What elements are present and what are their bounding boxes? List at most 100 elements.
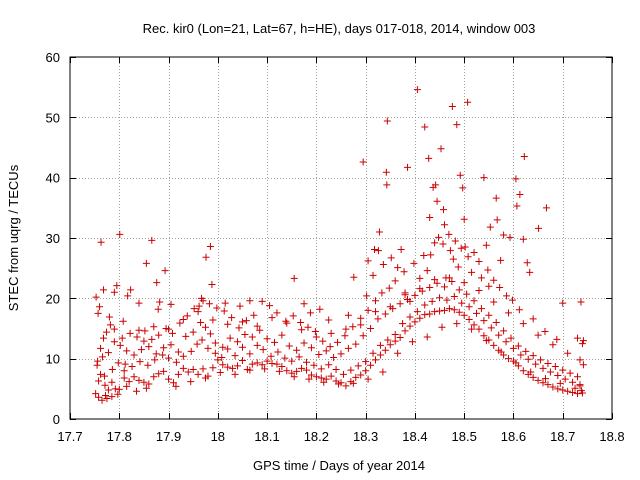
data-point (123, 382, 131, 390)
data-point (263, 335, 271, 343)
data-point (523, 259, 531, 267)
data-point (539, 364, 547, 372)
data-point (224, 345, 232, 353)
data-point (421, 123, 429, 131)
data-point (577, 387, 585, 395)
x-tick-label: 18.1 (254, 429, 279, 444)
data-point (480, 174, 488, 182)
data-point (440, 283, 448, 291)
data-point (256, 326, 264, 334)
data-point (298, 326, 306, 334)
data-point (92, 390, 100, 398)
data-point (445, 274, 453, 282)
x-tick-label: 18.4 (402, 429, 427, 444)
data-point (349, 323, 357, 331)
data-point (367, 325, 375, 332)
data-point (97, 238, 105, 246)
data-point (275, 367, 283, 375)
data-point (344, 311, 352, 319)
data-point (537, 356, 545, 364)
data-point (184, 368, 192, 376)
data-point (437, 145, 445, 153)
data-point (554, 385, 562, 393)
data-point (534, 376, 542, 384)
x-tick-label: 18.8 (599, 429, 624, 444)
data-point (193, 340, 201, 348)
data-point (332, 366, 340, 374)
data-point (95, 377, 103, 385)
data-point (438, 323, 446, 331)
data-point (516, 191, 524, 199)
data-points (92, 86, 587, 404)
data-point (369, 271, 377, 279)
data-point (136, 358, 144, 366)
data-point (371, 356, 379, 364)
data-point (101, 391, 109, 399)
data-point (172, 358, 180, 366)
data-point (576, 381, 584, 389)
data-point (209, 316, 217, 324)
data-point (470, 248, 478, 256)
data-point (211, 339, 219, 347)
data-point (160, 344, 168, 352)
data-point (162, 325, 170, 332)
data-point (176, 319, 184, 327)
data-point (542, 204, 550, 212)
data-point (371, 308, 379, 316)
data-point (371, 245, 379, 253)
data-point (246, 350, 254, 358)
data-point (156, 298, 164, 306)
data-point (450, 293, 458, 301)
data-point (386, 341, 394, 349)
data-point (242, 317, 250, 325)
data-point (527, 368, 535, 376)
data-point (559, 299, 567, 307)
data-point (155, 331, 163, 339)
data-point (453, 320, 461, 328)
data-point (578, 340, 586, 348)
data-point (485, 311, 493, 319)
data-point (439, 240, 447, 248)
data-point (114, 359, 122, 367)
data-point (357, 371, 365, 379)
data-point (169, 379, 177, 387)
data-point (281, 354, 289, 362)
data-point (154, 305, 162, 313)
data-point (440, 221, 448, 229)
data-point (141, 327, 149, 335)
data-point (455, 286, 463, 294)
data-point (347, 366, 355, 374)
data-point (541, 375, 549, 383)
data-point (150, 373, 158, 381)
data-point (431, 239, 439, 247)
data-point (529, 373, 537, 381)
data-point (204, 344, 212, 352)
data-point (125, 378, 133, 386)
data-point (319, 337, 327, 345)
data-point (311, 328, 319, 336)
data-point (238, 318, 246, 326)
data-point (127, 286, 135, 294)
data-point (290, 373, 298, 381)
data-point (168, 329, 176, 337)
data-point (118, 334, 126, 342)
data-point (295, 353, 303, 361)
data-point (341, 332, 349, 340)
data-point (359, 158, 367, 166)
data-point (514, 342, 522, 350)
data-point (194, 308, 202, 316)
data-point (492, 318, 500, 326)
data-point (159, 351, 167, 359)
data-point (172, 382, 180, 390)
data-point (218, 353, 226, 361)
y-tick-label: 0 (53, 412, 60, 427)
data-point (231, 370, 239, 378)
data-point (216, 369, 224, 377)
data-point (300, 300, 308, 308)
data-point (293, 346, 301, 354)
data-point (167, 341, 175, 349)
data-point (310, 361, 318, 369)
data-point (426, 213, 434, 221)
data-point (273, 360, 281, 368)
data-point (97, 370, 105, 378)
